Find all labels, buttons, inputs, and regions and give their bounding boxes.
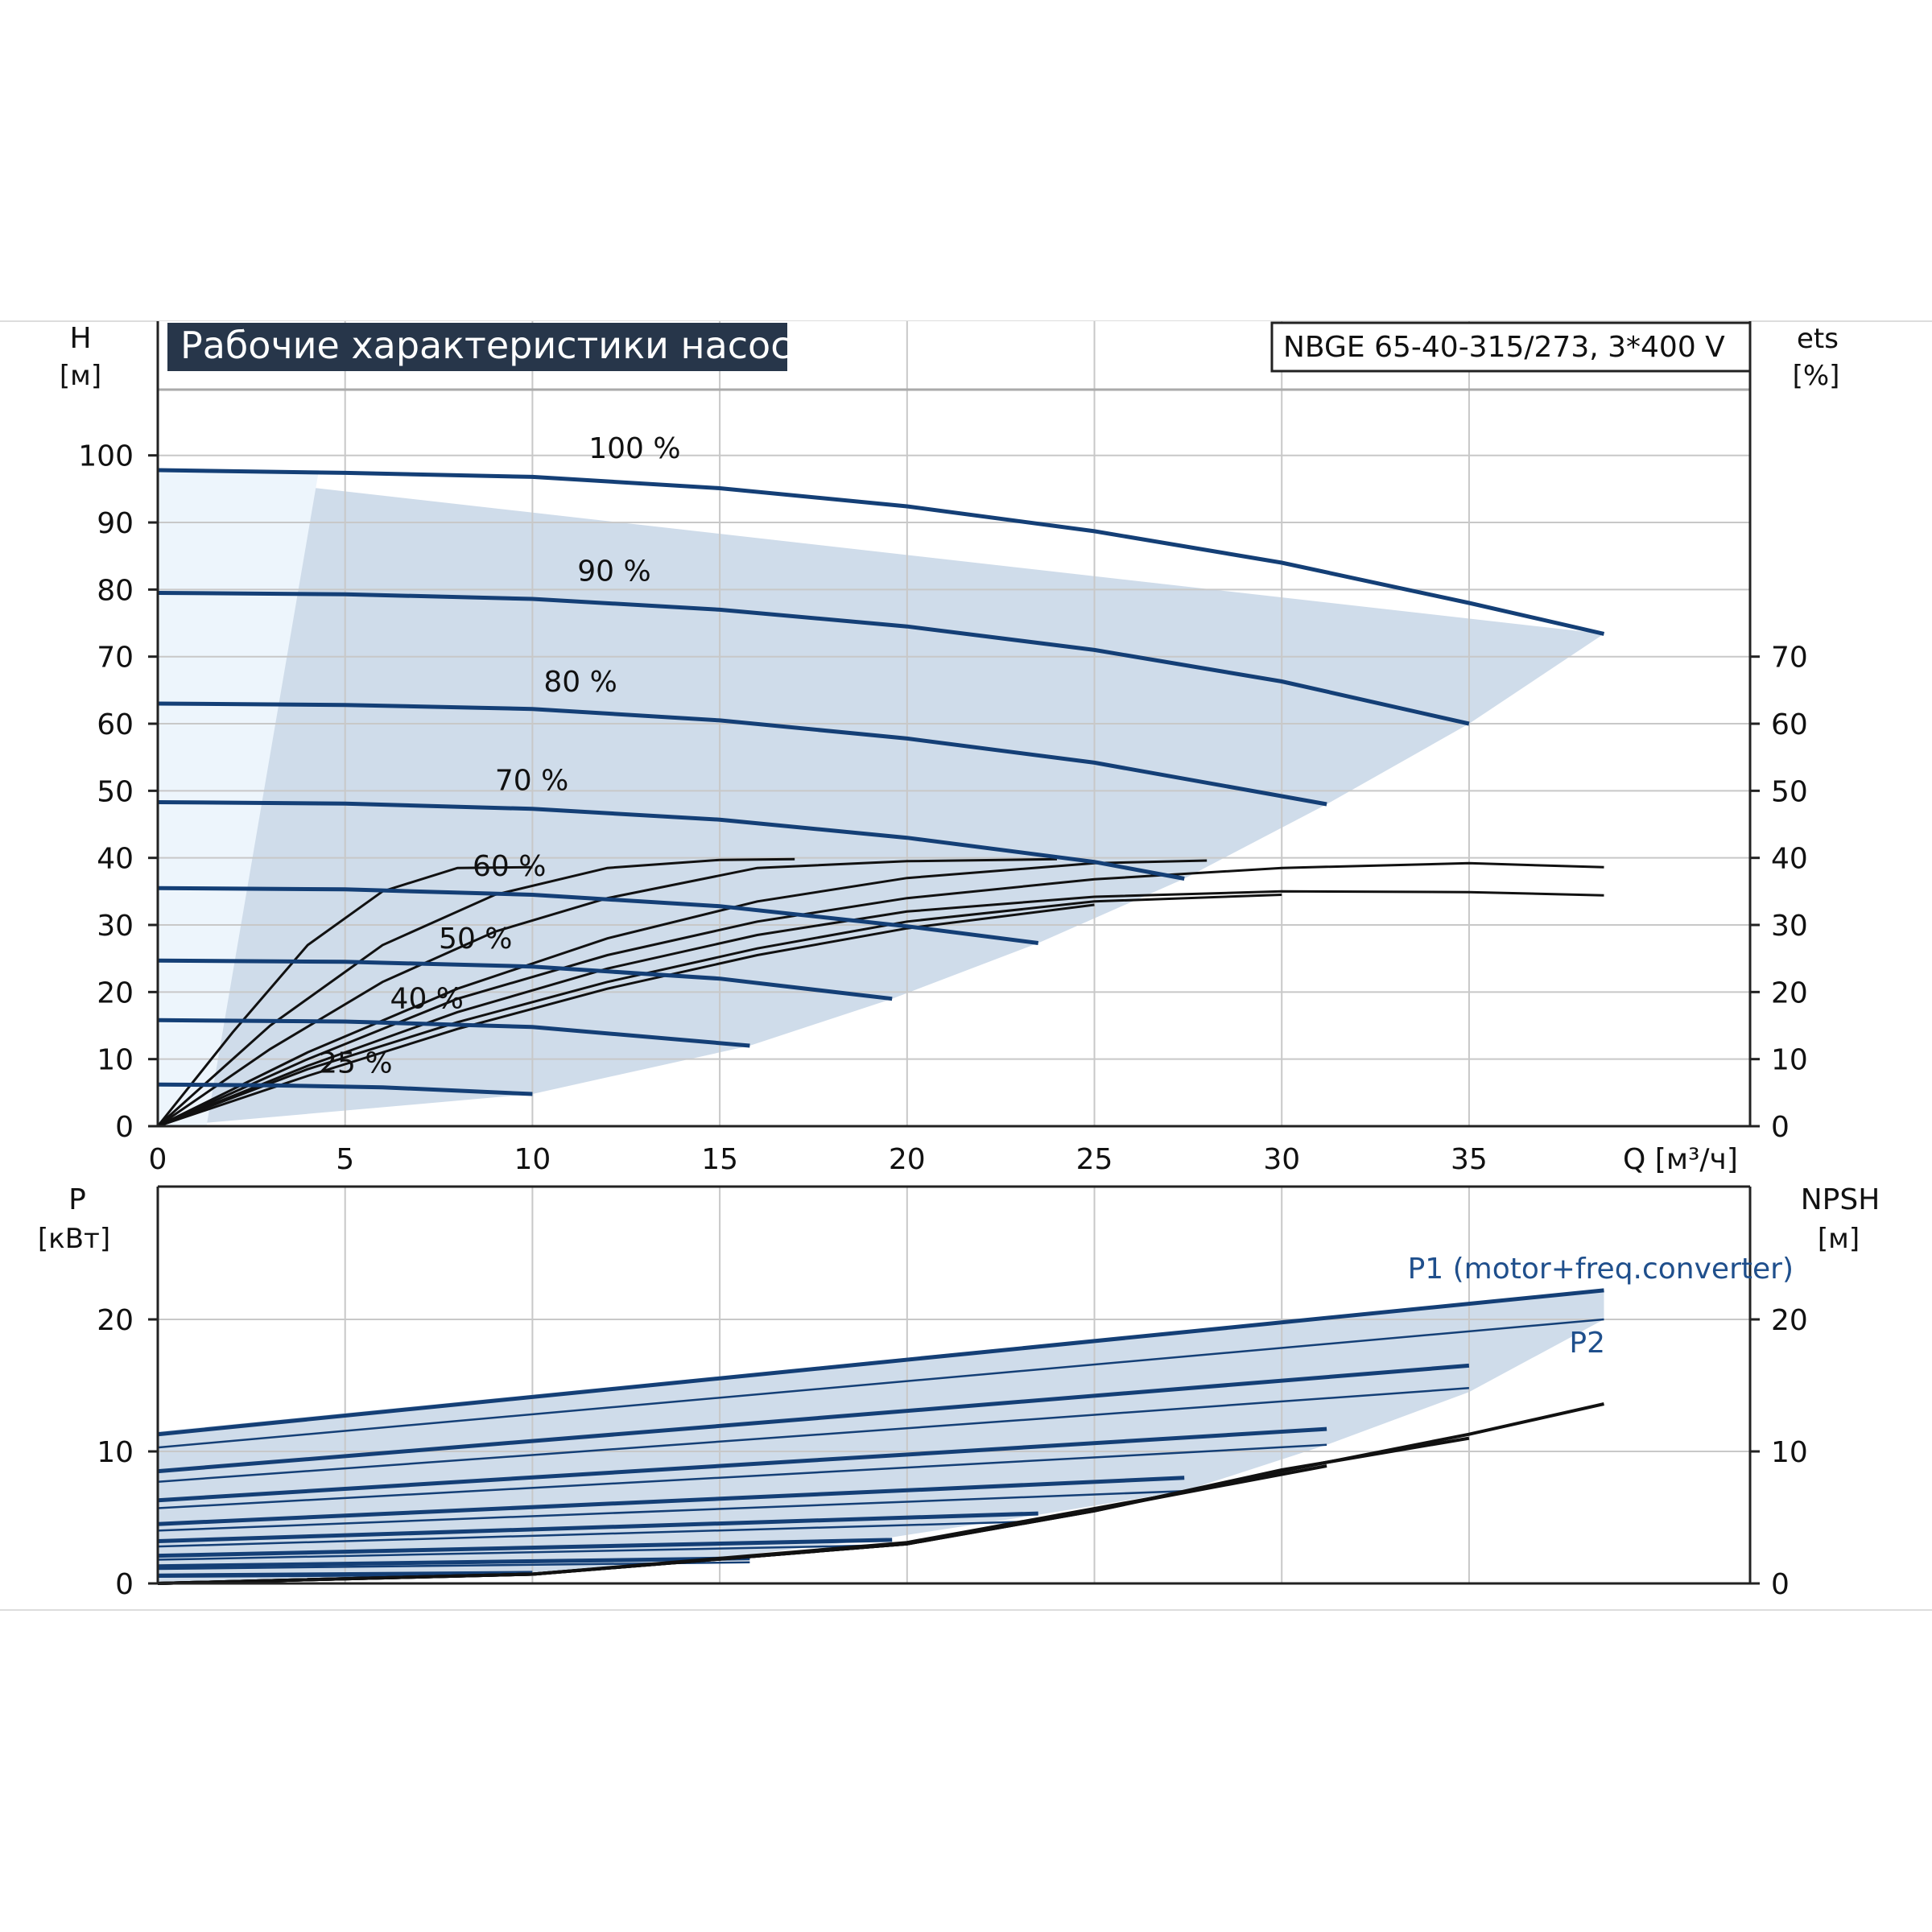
power-plot: 0 10 20 0 10 20 P [кВт] NPSH [м] P1 (motor+fr… xyxy=(38,1183,1880,1601)
power-tick-labels: 0 10 20 0 10 20 xyxy=(97,1304,1808,1601)
y-tick-label: 60 xyxy=(97,708,134,741)
power-curve xyxy=(157,1489,1185,1532)
speed-label: 70 % xyxy=(495,765,568,798)
efficiency-curve xyxy=(157,861,1604,1128)
head-plot: 100 % 90 % 80 % 70 % 60 % 50 % 40 % 25 % 0 5 10 15… xyxy=(60,321,1840,1176)
x-tick-label: 35 xyxy=(1451,1143,1488,1176)
y2-tick-label: 50 xyxy=(1771,775,1808,808)
power-curve xyxy=(157,1544,893,1561)
y2-tick-label: 10 xyxy=(1771,1044,1808,1077)
y2-axis-label-ets: ets xyxy=(1797,323,1839,355)
y-axis-unit-p: [кВт] xyxy=(38,1223,110,1255)
x-tick-label: 10 xyxy=(514,1143,551,1176)
x-tick-label: 25 xyxy=(1076,1143,1113,1176)
npsh-curves xyxy=(157,1402,1604,1585)
y-tick-label: 90 xyxy=(97,507,134,540)
power-curve xyxy=(157,1571,533,1578)
speed-label: 90 % xyxy=(577,555,650,588)
p1-annotation: P1 (motor+freq.converter) xyxy=(1408,1253,1794,1286)
head-curve xyxy=(157,958,893,1001)
y-axis-label-p: P xyxy=(68,1183,86,1216)
y2-tick-label: 20 xyxy=(1771,976,1808,1009)
x-tick-label: 5 xyxy=(336,1143,354,1176)
y2-axis-unit-npsh: [м] xyxy=(1818,1223,1860,1255)
head-curves: 100 % 90 % 80 % 70 % 60 % 50 % 40 % 25 % xyxy=(157,432,1605,1096)
head-curve xyxy=(157,1082,533,1096)
efficiency-curve xyxy=(157,894,1282,1128)
npsh-tick-label: 10 xyxy=(1771,1436,1808,1469)
y-tick-label: 70 xyxy=(97,642,134,675)
y-tick-label: 50 xyxy=(97,775,134,808)
head-curve xyxy=(157,800,1185,881)
speed-label: 60 % xyxy=(473,850,546,883)
power-curve xyxy=(157,1426,1327,1503)
y2-tick-label: 70 xyxy=(1771,642,1808,675)
power-curve xyxy=(157,1288,1604,1437)
power-curve xyxy=(157,1538,893,1558)
efficiency-curve xyxy=(157,859,1208,1128)
p-tick-label: 20 xyxy=(97,1304,134,1337)
power-operating-region xyxy=(158,1289,1604,1583)
head-curve xyxy=(157,886,1039,945)
y-tick-label: 0 xyxy=(115,1111,134,1144)
y-tick-label: 100 xyxy=(78,440,134,473)
x-tick-label: 15 xyxy=(701,1143,738,1176)
p-tick-label: 10 xyxy=(97,1436,134,1469)
chart-title-box xyxy=(167,323,787,371)
y-tick-label: 10 xyxy=(97,1044,134,1077)
npsh-tick-label: 0 xyxy=(1771,1568,1790,1601)
efficiency-curve xyxy=(156,865,533,1127)
x-tick-label: 20 xyxy=(889,1143,926,1176)
head-tick-labels: 0 5 10 15 20 25 30 35 0 10 20 30 40 50 60 70 80 90 100 0 10 2… xyxy=(78,440,1808,1176)
y2-tick-label: 30 xyxy=(1771,910,1808,943)
speed-label: 50 % xyxy=(439,923,512,956)
head-curve xyxy=(157,468,1605,636)
npsh-curve xyxy=(157,1490,1185,1585)
power-curve xyxy=(157,1556,750,1569)
power-curve xyxy=(157,1363,1470,1474)
y2-axis-label-npsh: NPSH xyxy=(1801,1183,1880,1216)
y2-tick-label: 40 xyxy=(1771,843,1808,876)
power-curve xyxy=(157,1387,1469,1483)
speed-label: 25 % xyxy=(319,1046,392,1080)
model-label: NBGE 65-40-315/273, 3*400 V xyxy=(1283,331,1725,364)
x-tick-label: 30 xyxy=(1263,1143,1300,1176)
npsh-tick-label: 20 xyxy=(1771,1304,1808,1337)
speed-label: 40 % xyxy=(390,982,464,1015)
operating-region xyxy=(158,470,1604,1126)
chart-title: Рабочие характеристики насоса xyxy=(180,324,814,367)
head-curve xyxy=(157,591,1470,726)
y-tick-label: 30 xyxy=(97,910,134,943)
head-grid xyxy=(158,321,1750,1126)
power-curve xyxy=(157,1318,1604,1449)
power-curve xyxy=(157,1511,1038,1543)
efficiency-curve xyxy=(157,857,1058,1128)
power-curve xyxy=(157,1443,1327,1509)
power-curve xyxy=(157,1520,1038,1548)
y-axis-label-h: H xyxy=(69,322,91,355)
y2-tick-label: 60 xyxy=(1771,708,1808,741)
y2-tick-label: 0 xyxy=(1771,1111,1790,1144)
y2-axis-unit-ets: [%] xyxy=(1793,360,1840,392)
speed-label: 80 % xyxy=(543,666,617,699)
y-tick-label: 80 xyxy=(97,574,134,607)
power-curve xyxy=(157,1476,1185,1526)
efficiency-curve xyxy=(157,890,1604,1128)
y-tick-label: 40 xyxy=(97,843,134,876)
power-curves xyxy=(157,1288,1604,1579)
y-tick-label: 20 xyxy=(97,976,134,1009)
head-curve xyxy=(157,701,1327,807)
model-label-box xyxy=(1270,321,1752,373)
head-curve xyxy=(157,1018,750,1048)
p-tick-label: 0 xyxy=(115,1568,134,1601)
x-tick-label: 0 xyxy=(149,1143,167,1176)
x-axis-label-q: Q [м³/ч] xyxy=(1623,1143,1738,1176)
y-axis-unit-h: [м] xyxy=(60,360,101,392)
p2-annotation: P2 xyxy=(1569,1327,1605,1360)
speed-label: 100 % xyxy=(588,432,680,465)
